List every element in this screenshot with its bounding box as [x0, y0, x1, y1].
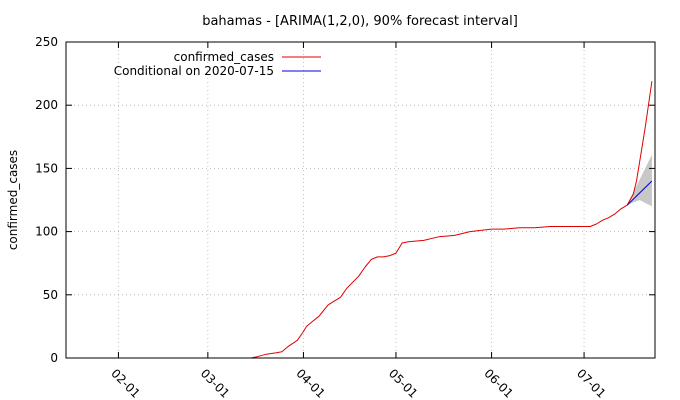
series-line-conditional-forecast: [626, 180, 653, 206]
x-tick-label: 06-01: [481, 366, 516, 400]
x-tick-label: 02-01: [108, 366, 143, 400]
x-tick-label: 04-01: [293, 366, 328, 400]
y-tick-label: 0: [50, 351, 58, 365]
legend-label: confirmed_cases: [174, 50, 274, 64]
y-tick-label: 250: [35, 35, 58, 49]
y-tick-label: 50: [43, 288, 58, 302]
legend-label: Conditional on 2020-07-15: [114, 64, 274, 78]
axis-ticks: 0 50 100 150 200 250 02-01 03-01 04-01 05-01 06-01…: [35, 35, 655, 400]
y-axis-label: confirmed_cases: [6, 150, 20, 250]
x-tick-label: 07-01: [574, 366, 609, 400]
x-tick-label: 05-01: [386, 366, 421, 400]
plot-frame: [65, 41, 656, 359]
y-tick-label: 100: [35, 225, 58, 239]
chart-title: bahamas - [ARIMA(1,2,0), 90% forecast in…: [202, 14, 518, 29]
series-line-confirmed-cases: [250, 81, 653, 359]
grid: [66, 42, 655, 358]
x-tick-label: 03-01: [198, 366, 233, 400]
y-tick-label: 200: [35, 98, 58, 112]
series-lines: [250, 81, 653, 359]
y-tick-label: 150: [35, 161, 58, 175]
